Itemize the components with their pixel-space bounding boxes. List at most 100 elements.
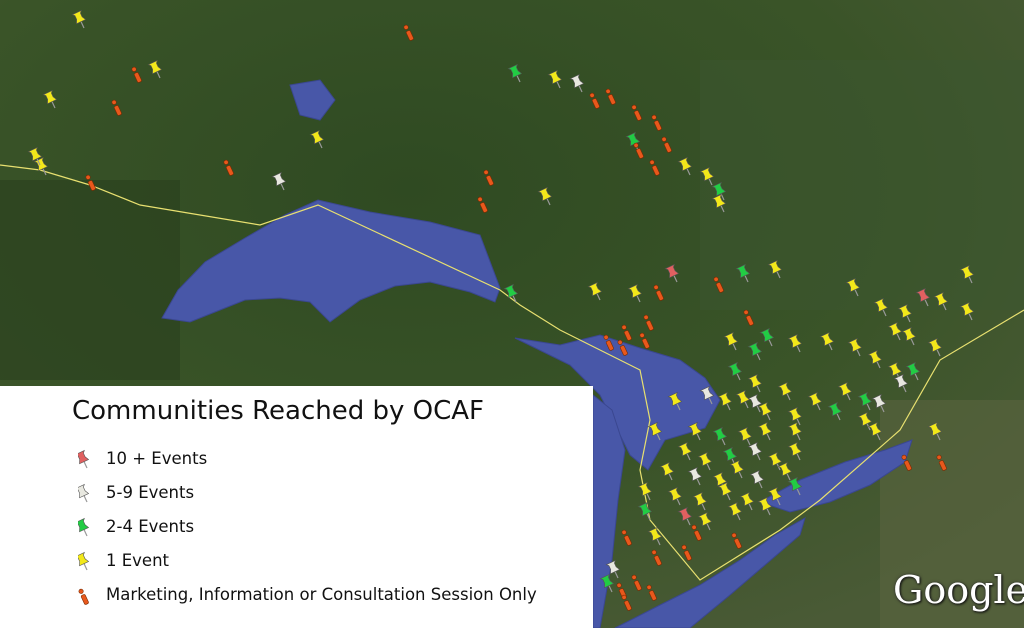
pin-needle [546,198,551,206]
marker-dot [633,142,639,148]
pin-head [827,401,843,417]
pin-head [503,283,519,299]
marker-dot [731,532,737,538]
pin-needle [766,433,771,441]
pushpin [757,401,773,421]
pin-needle [880,405,885,413]
pin-head [723,331,739,347]
pin-head [757,401,773,417]
pin-head [867,349,883,365]
info-marker [639,332,650,349]
pin-needle [608,585,613,593]
pushpin [737,426,753,446]
marker-body [733,538,742,549]
marker-dot [589,92,595,98]
pin-needle [786,473,791,481]
pin-head [735,263,751,279]
pin-head [699,166,715,182]
pin-needle [936,433,941,441]
marker-dot [603,334,609,340]
pin-head [871,393,887,409]
pin-head [857,391,873,407]
pushpin [687,421,703,441]
terrain [700,60,1024,310]
marker-body [938,460,947,471]
pin-head [78,551,90,567]
pin-needle [846,393,851,401]
pin-head [905,361,921,377]
marker-dot [649,159,655,165]
info-marker [661,136,672,153]
pin-head [697,511,713,527]
pushpin [787,406,803,426]
pin-needle [646,513,651,521]
marker-dot [631,574,637,580]
pushpin [659,461,675,481]
pin-head [42,89,58,105]
pushpin [747,441,763,461]
pushpin [697,511,713,531]
pin-head [667,486,683,502]
pin-head [767,259,783,275]
marker-dot [681,544,687,550]
pin-head [605,559,621,575]
marker-dot [477,196,483,202]
pin-head [847,337,863,353]
pin-needle [614,571,619,579]
marker-dot [936,454,942,460]
marker-dot [653,284,659,290]
pin-needle [786,393,791,401]
pin-needle [708,397,713,405]
info-marker [85,174,96,191]
pin-head [687,466,703,482]
marker-body [653,555,662,566]
pin-head [897,303,913,319]
pin-needle [556,81,561,89]
marker-body [133,72,142,83]
pin-needle [744,275,749,283]
lake-erie [614,516,806,628]
pin-head [787,406,803,422]
marker-dot [651,549,657,555]
pushpin [747,393,763,413]
pushpin [897,303,913,323]
pin-needle [668,473,673,481]
pin-needle [318,141,323,149]
pin-needle [738,471,743,479]
terrain [0,180,180,380]
pin-needle [796,418,801,426]
info-marker [605,88,616,105]
info-marker [603,334,614,351]
pin-head [647,526,663,542]
legend-label: 1 Event [106,550,170,570]
pin-needle [924,299,929,307]
pin-needle [721,438,726,446]
pin-head [787,333,803,349]
pushpin [867,421,883,441]
pin-head [699,385,715,401]
marker-dot [616,582,622,588]
pushpin [71,9,87,29]
info-marker [651,549,662,566]
marker-body [641,338,650,349]
pushpin [627,283,643,303]
pin-head [697,451,713,467]
legend-item: 1 Event [78,545,169,575]
pin-head [787,476,803,492]
marker-body [607,94,616,105]
marker-dot [223,159,229,165]
pin-needle [726,493,731,501]
pin-needle [756,353,761,361]
pushpin [647,526,663,546]
lake-nipigon [289,79,336,121]
pin-needle [756,405,761,413]
pushpin [767,486,783,506]
pushpin [857,391,873,411]
marker-body [87,180,96,191]
pin-head [537,186,553,202]
lake-superior [161,199,501,323]
pin-needle [748,503,753,511]
info-marker [681,544,692,561]
marker-body [405,30,414,41]
